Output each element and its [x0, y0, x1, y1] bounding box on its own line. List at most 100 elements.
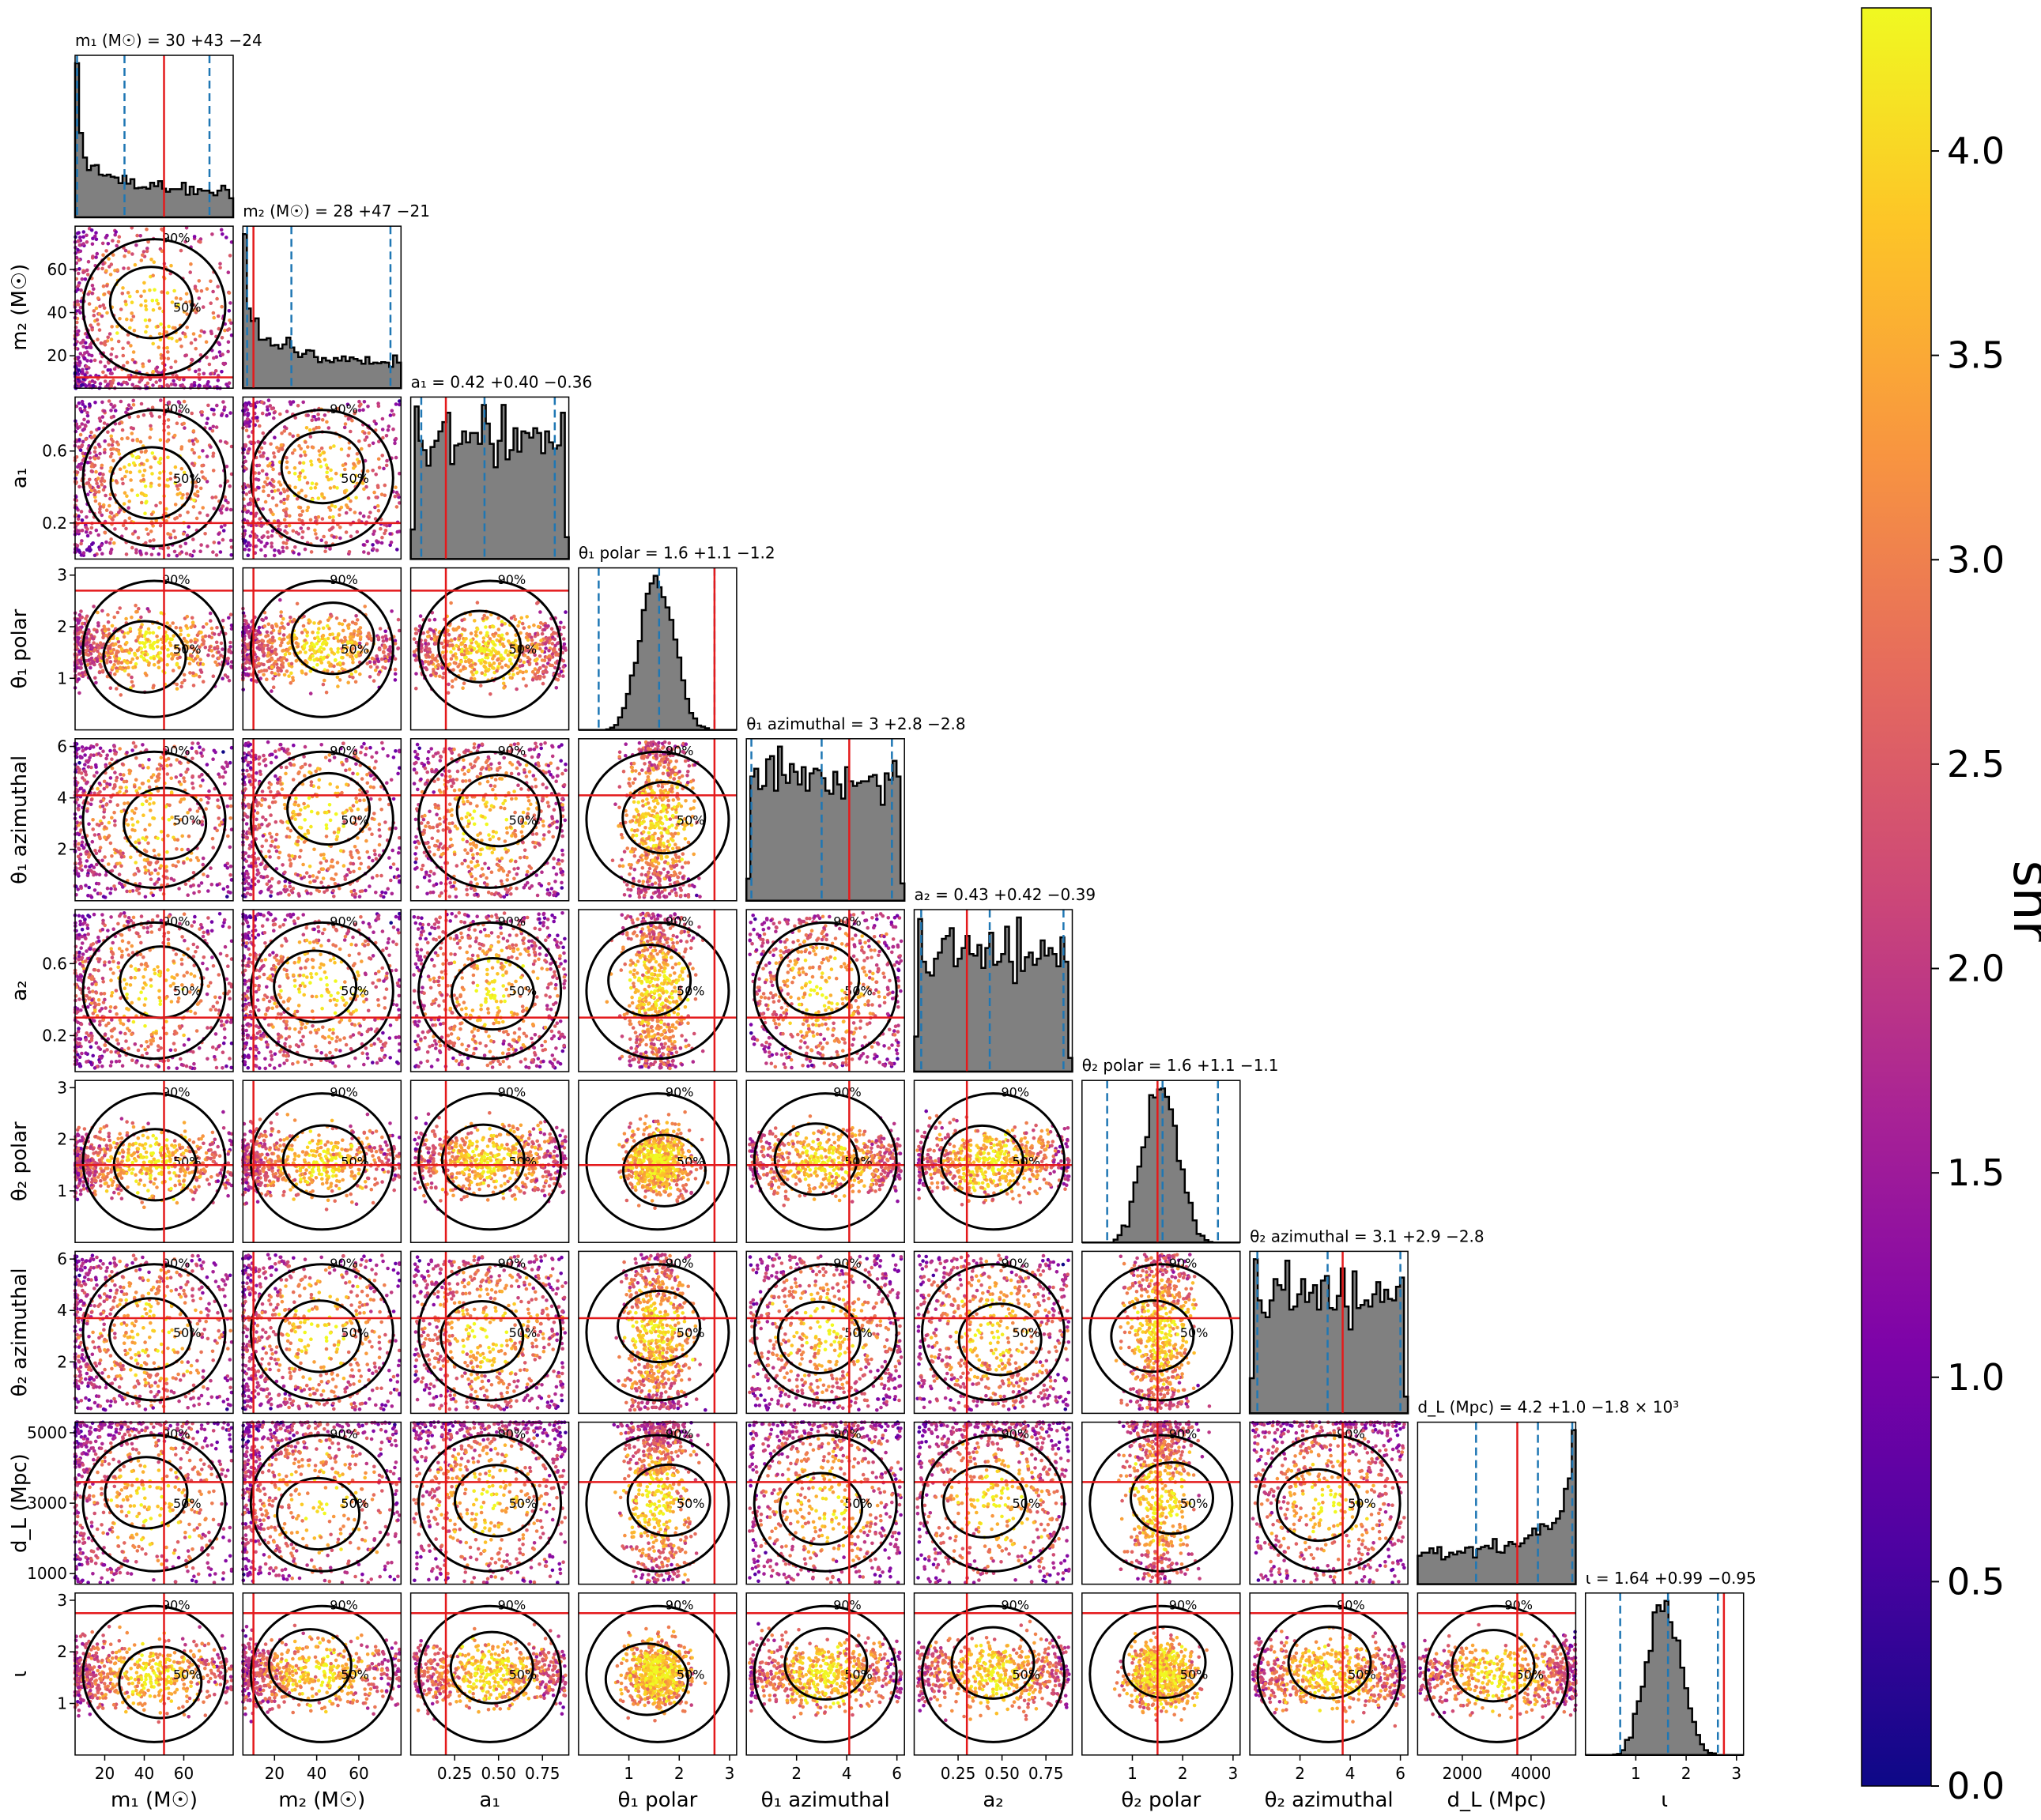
contour-50: [776, 1300, 862, 1374]
contour-label-90: 90%: [1002, 1085, 1030, 1100]
x-tick-label: 3: [725, 1764, 735, 1783]
x-tick-label: 0.50: [984, 1764, 1020, 1783]
scatter-panel-t1a-iota: 90% 50% 2 4 6θ₁ azimuthal: [745, 1592, 905, 1812]
panel-frame: [409, 1080, 570, 1243]
contour-90: [753, 1092, 898, 1231]
hist-title-iota: ι = 1.64 +0.99 −0.95: [1586, 1569, 1756, 1588]
scatter-points: [73, 740, 234, 899]
scatter-panel-t1a-dl: 90% 50%: [745, 1420, 905, 1585]
contour-label-50: 50%: [173, 642, 202, 657]
contour-50: [281, 1124, 367, 1198]
contour-50: [621, 1133, 707, 1208]
contour-50: [286, 771, 372, 846]
scatter-panel-m1-m2: 90% 50% 20 40 60 m₂ (M☉): [8, 225, 234, 390]
scatter-panel-m1-iota: 90% 50% 1 2 3 ι 20 40 60 m₁ (M☉): [8, 1591, 234, 1812]
contour-label-50: 50%: [844, 1496, 873, 1511]
panel-frame: [913, 1421, 1073, 1585]
contour-50: [957, 1302, 1043, 1377]
panel-background: [243, 1592, 402, 1755]
panel-frame: [242, 738, 402, 902]
y-axis-label-t2a: θ₂ azimuthal: [8, 1268, 32, 1396]
panel-frame: [578, 1421, 738, 1585]
panel-frame: [745, 1592, 905, 1756]
contour-90: [417, 1604, 563, 1743]
contour-label-50: 50%: [509, 1325, 538, 1340]
contour-label-90: 90%: [833, 914, 862, 929]
contour-50: [450, 956, 535, 1031]
hist-panel-m2: m₂ (M☉) = 28 +47 −21: [242, 202, 430, 390]
contour-label-50: 50%: [677, 984, 705, 999]
x-axis-label-t2a: θ₂ azimuthal: [1265, 1788, 1394, 1812]
panel-frame: [409, 396, 570, 560]
contour-50: [102, 620, 187, 694]
x-tick-label: 2: [1178, 1764, 1188, 1783]
contour-50: [108, 266, 194, 340]
panel-frame: [578, 567, 738, 731]
contour-50: [267, 1628, 353, 1702]
contour-90: [1088, 1604, 1234, 1743]
contour-label-50: 50%: [509, 642, 538, 657]
x-axis-label-a2: a₂: [983, 1788, 1003, 1812]
panel-frame: [913, 1250, 1073, 1415]
panel-frame: [242, 567, 402, 731]
x-tick-label: 60: [349, 1764, 368, 1783]
contour-90: [417, 921, 563, 1061]
scatter-panel-a1-t2a: 90% 50%: [409, 1250, 570, 1415]
scatter-points: [613, 1625, 707, 1723]
scatter-panel-m2-dl: 90% 50%: [241, 1420, 402, 1585]
scatter-panel-a1-iota: 90% 50% 0.25 0.50 0.75 a₁: [409, 1592, 570, 1812]
contour-label-90: 90%: [162, 743, 191, 758]
panel-frame: [1249, 1250, 1409, 1415]
panel-background: [914, 1592, 1073, 1755]
contour-50: [779, 1471, 864, 1546]
histogram-bars: [409, 404, 570, 560]
scatter-points: [73, 911, 234, 1071]
y-tick-label: 5000: [27, 1423, 67, 1442]
panel-frame: [74, 1250, 234, 1415]
y-tick-label: 2: [57, 1352, 67, 1371]
contour-label-90: 90%: [330, 1426, 358, 1441]
colorbar-tick-label: 3.5: [1947, 334, 2005, 377]
contour-label-50: 50%: [677, 1667, 705, 1682]
panel-frame: [409, 1592, 570, 1756]
contour-label-50: 50%: [1180, 1496, 1209, 1511]
panel-frame: [74, 55, 234, 218]
contour-90: [81, 1434, 227, 1573]
scatter-panel-dl-iota: 90% 50% 2000 4000 d_L (Mpc): [1417, 1592, 1578, 1812]
contour-label-90: 90%: [498, 1256, 526, 1271]
contour-90: [81, 238, 227, 377]
contour-50: [1275, 1468, 1360, 1543]
scatter-points: [748, 1622, 904, 1720]
panel-frame: [1081, 1250, 1241, 1415]
contour-50: [1130, 1461, 1215, 1536]
panel-frame: [409, 567, 570, 731]
contour-label-90: 90%: [666, 1597, 694, 1612]
contour-90: [81, 1092, 227, 1231]
contour-label-50: 50%: [677, 1325, 705, 1340]
colorbar-tick-label: 3.0: [1947, 538, 2005, 581]
contour-50: [950, 1626, 1036, 1700]
scatter-panel-t1p-t2p: 90% 50%: [578, 1080, 738, 1243]
contour-label-50: 50%: [844, 1325, 873, 1340]
colorbar-tick-label: 1.5: [1947, 1151, 2005, 1194]
y-tick-label: 1: [57, 1694, 67, 1713]
x-axis-label-m1: m₁ (M☉): [111, 1788, 198, 1812]
x-axis-label-t1p: θ₁ polar: [617, 1788, 697, 1812]
scatter-panel-m2-t2p: 90% 50%: [241, 1080, 402, 1243]
contour-label-50: 50%: [341, 812, 369, 827]
contour-label-50: 50%: [341, 984, 369, 999]
contour-label-50: 50%: [173, 300, 202, 315]
colorbar-label: snr: [2001, 860, 2041, 942]
hist-title-a1: a₁ = 0.42 +0.40 −0.36: [411, 372, 593, 391]
contour-50: [449, 1630, 534, 1705]
scatter-panel-m1-a1: 90% 50% 0.2 0.6 a₁: [8, 396, 234, 560]
contour-label-90: 90%: [162, 1085, 191, 1100]
histogram-bars: [242, 232, 402, 390]
x-axis-label-t1a: θ₁ azimuthal: [761, 1788, 890, 1812]
scatter-points: [1251, 1626, 1407, 1728]
scatter-panel-t2p-dl: 90% 50%: [1081, 1420, 1241, 1585]
contour-label-50: 50%: [677, 1155, 705, 1170]
contour-90: [249, 1604, 394, 1743]
x-axis-label-iota: ι: [1661, 1788, 1668, 1812]
